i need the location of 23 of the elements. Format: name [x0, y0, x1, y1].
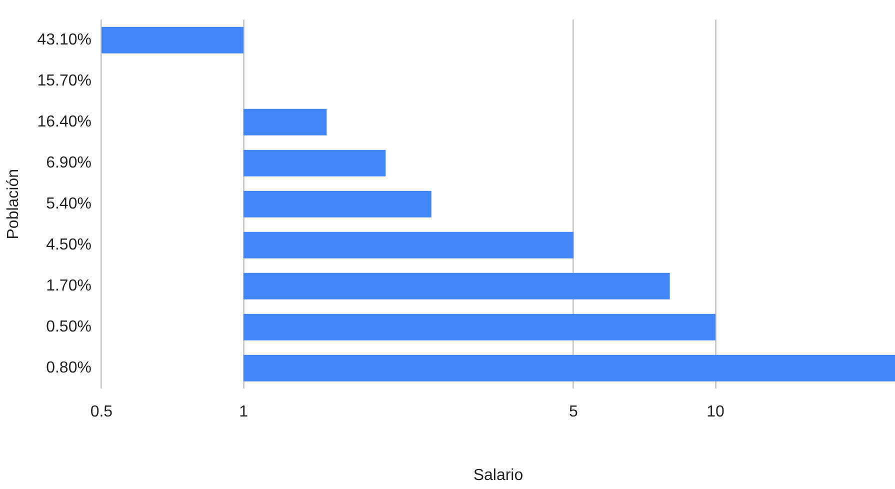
y-tick-label: 43.10% [37, 32, 92, 49]
bar [244, 150, 386, 176]
bar [244, 232, 574, 258]
y-tick-label: 15.70% [37, 72, 92, 90]
y-tick-label: 0.50% [46, 318, 92, 336]
y-tick-label: 0.80% [46, 360, 92, 377]
bar [101, 26, 244, 54]
y-tick-label: 4.50% [46, 236, 92, 254]
bar [244, 314, 716, 340]
y-tick-label: 16.40% [37, 114, 92, 131]
x-tick-label: 0.5 [90, 404, 113, 421]
bar [244, 354, 895, 382]
x-axis-title: Salario [473, 466, 524, 484]
y-tick-label: 6.90% [46, 154, 92, 172]
bar [244, 190, 432, 218]
x-tick-label: 1 [239, 404, 248, 421]
bar [244, 272, 670, 300]
x-tick-label: 10 [706, 404, 725, 421]
y-tick-label: 1.70% [46, 278, 92, 295]
y-tick-label: 5.40% [46, 196, 92, 213]
x-tick-label: 5 [569, 404, 578, 421]
bar [244, 108, 327, 136]
y-axis-title: Población [5, 168, 22, 240]
